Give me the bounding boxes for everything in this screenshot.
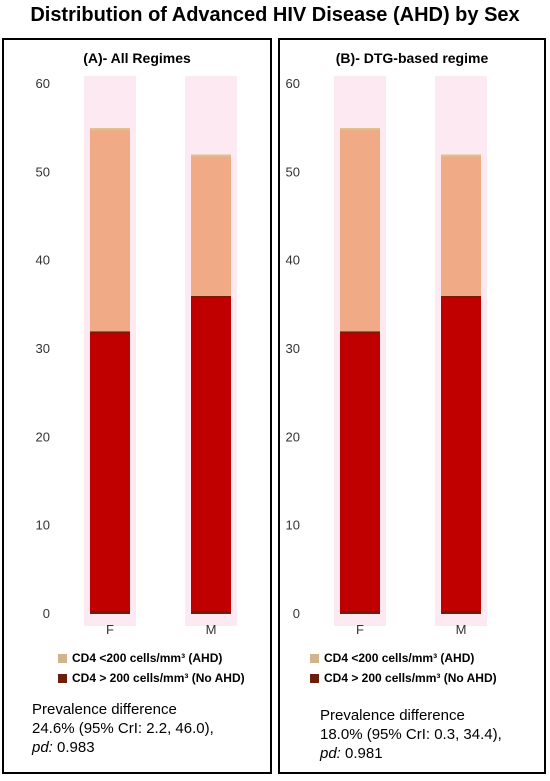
legend-label-no-ahd: CD4 > 200 cells/mm³ (No AHD): [72, 671, 245, 685]
bar-segment-ahd-f: [90, 128, 130, 332]
bar-base: [441, 611, 481, 614]
bar-segment-ahd-f: [340, 128, 380, 332]
panel-b-chart: 0 10 20 30 40 50 60 F M: [286, 76, 487, 637]
y-tick-label: 60: [36, 76, 50, 91]
panel-a: (A)- All Regimes 0 10 20 30 40 50 60 F M CD4 <20…: [2, 38, 272, 774]
legend-label-no-ahd: CD4 > 200 cells/mm³ (No AHD): [324, 671, 497, 685]
legend-swatch-ahd: [58, 653, 67, 663]
panel-a-chart: 0 10 20 30 40 50 60 F M: [36, 76, 237, 637]
legend-swatch-ahd: [310, 653, 319, 663]
segment-boundary: [191, 296, 231, 298]
pd-line: pd: 0.981: [320, 744, 502, 763]
pd-label: pd:: [32, 739, 53, 756]
bar-base: [191, 611, 231, 614]
prevalence-label: Prevalence difference: [32, 701, 177, 718]
segment-boundary: [340, 331, 380, 334]
y-tick-label: 10: [36, 518, 50, 533]
y-tick-label: 30: [286, 341, 300, 356]
bar-segment-ahd-m: [441, 154, 481, 296]
panel-a-title: (A)- All Regimes: [83, 50, 191, 66]
panel-a-legend: CD4 <200 cells/mm³ (AHD) CD4 > 200 cells…: [58, 648, 245, 688]
panel-b: (B)- DTG-based regime 0 10 20 30 40 50 60 F M CD…: [278, 38, 546, 774]
panel-a-prevalence: Prevalence difference 24.6% (95% CrI: 2.…: [32, 700, 214, 757]
segment-boundary: [441, 296, 481, 298]
y-tick-label: 0: [43, 606, 50, 621]
bar-segment-no-ahd-m: [441, 296, 481, 614]
bar-segment-no-ahd-m: [191, 296, 231, 614]
prevalence-value: 24.6% (95% CrI: 2.2, 46.0),: [32, 720, 214, 737]
bar-top-edge: [441, 154, 481, 157]
y-tick-label: 60: [286, 76, 300, 91]
pd-line: pd: 0.983: [32, 738, 214, 757]
y-tick-label: 20: [286, 429, 300, 444]
legend-item-ahd: CD4 <200 cells/mm³ (AHD): [58, 648, 245, 668]
bar-top-edge: [90, 128, 130, 131]
pd-value: 0.981: [345, 745, 383, 762]
panel-b-legend: CD4 <200 cells/mm³ (AHD) CD4 > 200 cells…: [310, 648, 497, 688]
y-tick-label: 50: [286, 164, 300, 179]
y-tick-label: 40: [286, 253, 300, 268]
legend-label-ahd: CD4 <200 cells/mm³ (AHD): [72, 651, 223, 665]
bar-segment-no-ahd-f: [90, 331, 130, 614]
legend-item-ahd: CD4 <200 cells/mm³ (AHD): [310, 648, 497, 668]
y-tick-label: 30: [36, 341, 50, 356]
legend-item-no-ahd: CD4 > 200 cells/mm³ (No AHD): [310, 668, 497, 688]
x-tick-label: F: [106, 622, 114, 637]
x-tick-label: F: [356, 622, 364, 637]
x-tick-label: M: [456, 622, 467, 637]
bar-segment-no-ahd-f: [340, 331, 380, 614]
bar-top-edge: [191, 154, 231, 157]
y-tick-label: 40: [36, 253, 50, 268]
x-tick-label: M: [206, 622, 217, 637]
y-tick-label: 10: [286, 518, 300, 533]
legend-swatch-no-ahd: [58, 673, 67, 683]
legend-label-ahd: CD4 <200 cells/mm³ (AHD): [324, 651, 475, 665]
y-tick-label: 0: [293, 606, 300, 621]
pd-value: 0.983: [57, 739, 95, 756]
bar-base: [90, 611, 130, 614]
segment-boundary: [90, 331, 130, 334]
legend-item-no-ahd: CD4 > 200 cells/mm³ (No AHD): [58, 668, 245, 688]
panel-b-prevalence: Prevalence difference 18.0% (95% CrI: 0.…: [320, 706, 502, 763]
bar-segment-ahd-m: [191, 154, 231, 296]
y-tick-label: 20: [36, 429, 50, 444]
panel-b-title: (B)- DTG-based regime: [335, 50, 489, 66]
prevalence-label: Prevalence difference: [320, 707, 465, 724]
prevalence-value: 18.0% (95% CrI: 0.3, 34.4),: [320, 726, 502, 743]
main-title: Distribution of Advanced HIV Disease (AH…: [30, 4, 520, 26]
bar-base: [340, 611, 380, 614]
legend-swatch-no-ahd: [310, 673, 319, 683]
bar-top-edge: [340, 128, 380, 131]
pd-label: pd:: [320, 745, 341, 762]
y-tick-label: 50: [36, 164, 50, 179]
